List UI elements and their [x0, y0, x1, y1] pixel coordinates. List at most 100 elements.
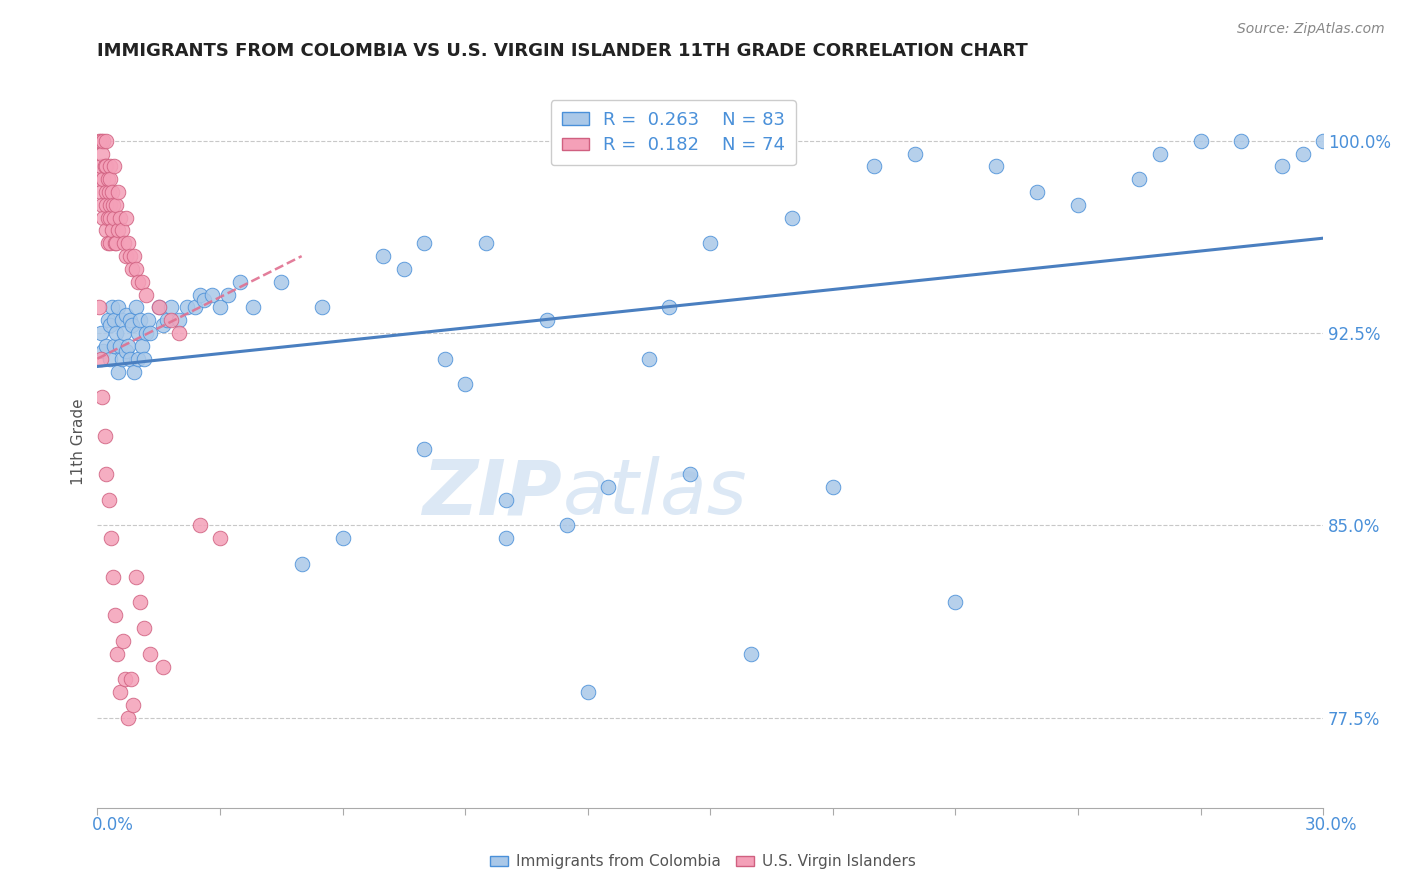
Point [536, 313, 558, 327]
Y-axis label: 11th Grade: 11th Grade [72, 399, 86, 485]
Point [98, 236, 121, 251]
Point [821, 480, 844, 494]
Text: ZIP: ZIP [423, 457, 564, 530]
Point [160, 301, 183, 315]
Point [94, 185, 117, 199]
Point [129, 595, 152, 609]
Point [152, 318, 174, 333]
Point [138, 313, 160, 327]
Point [93, 134, 115, 148]
Point [495, 492, 517, 507]
Point [152, 659, 174, 673]
Point [107, 185, 129, 199]
Point [193, 293, 215, 307]
Point [103, 160, 125, 174]
Point [576, 685, 599, 699]
Point [1026, 185, 1049, 199]
Point [658, 301, 681, 315]
Point [118, 249, 141, 263]
Point [127, 326, 149, 340]
Point [217, 287, 239, 301]
Point [108, 211, 131, 225]
Point [98, 318, 121, 333]
Point [98, 160, 121, 174]
Point [89, 172, 111, 186]
Point [740, 647, 762, 661]
Text: 30.0%: 30.0% [1305, 816, 1357, 834]
Point [117, 339, 139, 353]
Point [117, 711, 139, 725]
Point [94, 339, 117, 353]
Point [100, 531, 122, 545]
Point [120, 673, 142, 687]
Point [118, 351, 141, 366]
Point [638, 351, 661, 366]
Point [413, 236, 436, 251]
Point [103, 313, 125, 327]
Point [103, 339, 125, 353]
Point [103, 608, 125, 623]
Point [291, 557, 314, 571]
Point [139, 647, 162, 661]
Point [134, 351, 156, 366]
Point [100, 172, 122, 186]
Point [90, 351, 112, 366]
Point [101, 570, 124, 584]
Point [97, 185, 120, 199]
Point [100, 211, 122, 225]
Point [117, 236, 139, 251]
Point [125, 262, 148, 277]
Point [98, 198, 121, 212]
Point [93, 428, 115, 442]
Point [598, 480, 620, 494]
Point [96, 467, 118, 482]
Point [104, 198, 127, 212]
Text: Source: ZipAtlas.com: Source: ZipAtlas.com [1237, 22, 1385, 37]
Point [90, 160, 112, 174]
Point [107, 301, 129, 315]
Point [105, 647, 128, 661]
Point [176, 301, 198, 315]
Point [93, 172, 115, 186]
Point [122, 698, 145, 712]
Point [122, 365, 145, 379]
Point [89, 301, 111, 315]
Point [156, 313, 179, 327]
Point [332, 531, 354, 545]
Point [125, 570, 148, 584]
Point [100, 301, 122, 315]
Point [107, 223, 129, 237]
Text: IMMIGRANTS FROM COLOMBIA VS U.S. VIRGIN ISLANDER 11TH GRADE CORRELATION CHART: IMMIGRANTS FROM COLOMBIA VS U.S. VIRGIN … [97, 42, 1028, 60]
Point [97, 236, 120, 251]
Point [242, 301, 264, 315]
Point [139, 326, 162, 340]
Point [134, 621, 156, 635]
Point [97, 313, 120, 327]
Point [90, 185, 112, 199]
Point [111, 223, 134, 237]
Point [392, 262, 415, 277]
Point [118, 313, 141, 327]
Point [160, 313, 183, 327]
Point [270, 275, 292, 289]
Point [555, 518, 578, 533]
Legend: R =  0.263    N = 83, R =  0.182    N = 74: R = 0.263 N = 83, R = 0.182 N = 74 [551, 100, 796, 165]
Point [699, 236, 721, 251]
Point [111, 351, 134, 366]
Point [454, 377, 477, 392]
Point [495, 531, 517, 545]
Point [91, 146, 114, 161]
Text: atlas: atlas [564, 457, 748, 530]
Point [201, 287, 224, 301]
Point [93, 344, 115, 359]
Point [97, 211, 120, 225]
Point [100, 223, 122, 237]
Point [208, 301, 231, 315]
Point [1230, 134, 1253, 148]
Point [115, 211, 138, 225]
Point [91, 198, 114, 212]
Text: 0.0%: 0.0% [91, 816, 134, 834]
Point [862, 160, 884, 174]
Point [1292, 146, 1315, 161]
Legend: Immigrants from Colombia, U.S. Virgin Islanders: Immigrants from Colombia, U.S. Virgin Is… [484, 848, 922, 875]
